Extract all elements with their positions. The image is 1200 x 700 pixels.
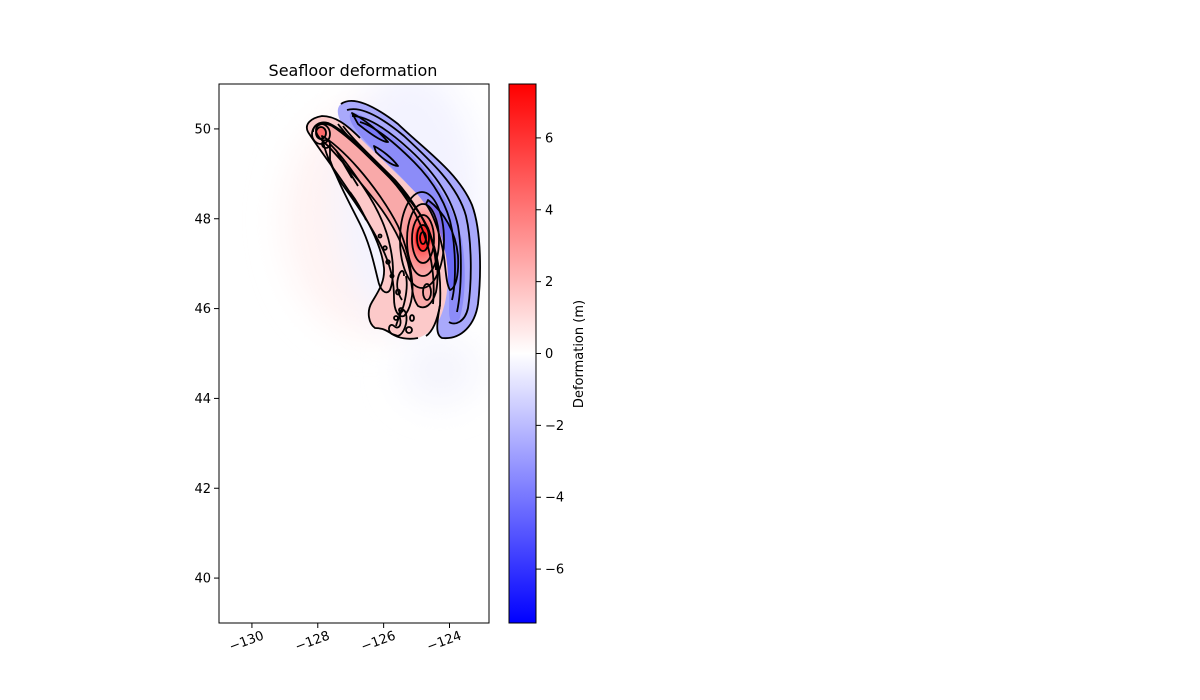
contour-line [416, 224, 430, 252]
x-tick-label: −126 [359, 629, 398, 655]
subsidence-core-north [352, 113, 388, 142]
contour-line [351, 112, 389, 143]
contour-lines [306, 100, 481, 340]
y-tick-label: 46 [194, 302, 211, 317]
contour-line [425, 199, 460, 291]
contour-line [419, 231, 427, 245]
colorbar-tick-label: 4 [545, 203, 553, 218]
chart-title: Seafloor deformation [269, 61, 438, 80]
contour-line [373, 145, 399, 167]
contour-line [406, 203, 440, 277]
plot-frame [218, 83, 490, 624]
contour-line [321, 139, 331, 149]
contour-line [405, 326, 413, 334]
plot-area: −130 −128 −126 −124 40 42 44 46 48 50 [194, 83, 490, 655]
contour-line [398, 307, 404, 313]
contour-line [311, 123, 331, 145]
uplift-core-north [316, 127, 326, 137]
contour-line [321, 135, 414, 318]
y-tick-label: 42 [194, 482, 211, 497]
contour-line [411, 214, 435, 264]
colorbar-axis: −6 −4 −2 0 2 4 6 [536, 131, 564, 578]
contour-line [351, 115, 462, 313]
contour-line [315, 126, 327, 140]
contour-line [329, 143, 394, 294]
x-tick-label: −124 [425, 629, 464, 655]
colorbar-tick-label: 6 [545, 131, 553, 146]
colorbar-tick-label: 2 [545, 275, 553, 290]
x-tick-label: −130 [227, 629, 266, 655]
colorbar-tick-label: −2 [545, 419, 564, 434]
colorbar-tick-label: 0 [545, 347, 553, 362]
contour-line [385, 259, 391, 265]
colorbar-label: Deformation (m) [572, 300, 587, 408]
colorbar-tick-label: −6 [545, 563, 564, 578]
contour-line [399, 191, 445, 289]
contour-line [409, 314, 415, 322]
contour-line [346, 108, 472, 325]
contour-line [422, 283, 432, 301]
y-tick-label: 44 [194, 392, 211, 407]
contour-line [340, 100, 481, 339]
contour-line [335, 149, 367, 221]
contour-line [382, 245, 388, 251]
contour-line [393, 315, 399, 321]
colorbar-tick-label: −4 [545, 491, 564, 506]
colorbar: −6 −4 −2 0 2 4 6 Deformation (m) [508, 83, 587, 624]
contour-line [359, 121, 456, 301]
contour-line [377, 233, 383, 239]
contour-line [388, 308, 408, 337]
y-tick-label: 48 [194, 212, 211, 227]
y-tick-label: 40 [194, 572, 211, 587]
y-axis: 40 42 44 46 48 50 [194, 122, 219, 587]
y-tick-label: 50 [194, 122, 211, 137]
contour-line [395, 288, 401, 296]
x-axis: −130 −128 −126 −124 [227, 623, 464, 655]
x-tick-label: −128 [293, 629, 332, 655]
contour-line [389, 273, 395, 279]
subsidence-halo-south [400, 335, 480, 405]
colorbar-gradient [509, 84, 536, 623]
